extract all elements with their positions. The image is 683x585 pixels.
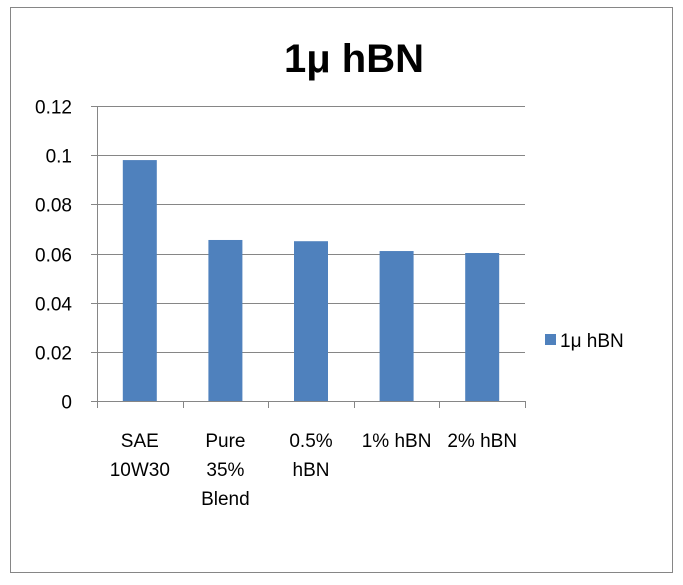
bars (122, 160, 500, 401)
x-tick-label: hBN (293, 460, 330, 481)
y-tick-label: 0.06 (35, 246, 72, 267)
y-tick-label: 0.1 (46, 147, 72, 168)
y-tick-label: 0.08 (35, 196, 72, 217)
y-tick-labels: 0 0.02 0.04 0.06 0.08 0.1 0.12 (35, 98, 72, 414)
y-tick-label: 0.02 (35, 344, 72, 365)
y-tick-label: 0 (61, 393, 72, 414)
y-tick-label: 0.12 (35, 98, 72, 119)
x-tick-label: Pure (205, 431, 245, 452)
x-tick-label: 35% (206, 460, 244, 481)
y-tick-label: 0.04 (35, 295, 72, 316)
legend-swatch (545, 334, 556, 345)
x-tick-label: 2% hBN (447, 431, 517, 452)
legend-label: 1μ hBN (560, 331, 624, 352)
chart-title: 1μ hBN (284, 37, 424, 81)
bar (465, 253, 500, 401)
bar (294, 241, 328, 401)
x-tick-label: SAE (121, 431, 159, 452)
x-tick-label: 10W30 (110, 460, 170, 481)
x-tick-label: Blend (201, 489, 250, 510)
bar (379, 251, 414, 401)
chart-border (10, 7, 673, 573)
x-tick-labels: SAE 10W30 Pure 35% Blend 0.5% hBN 1% hBN 2% hBN (110, 431, 517, 510)
bar (208, 239, 243, 401)
x-tick-label: 0.5% (289, 431, 332, 452)
legend: 1μ hBN (545, 331, 624, 352)
bar (122, 160, 157, 401)
axes (91, 106, 526, 408)
x-tick-label: 1% hBN (362, 431, 432, 452)
